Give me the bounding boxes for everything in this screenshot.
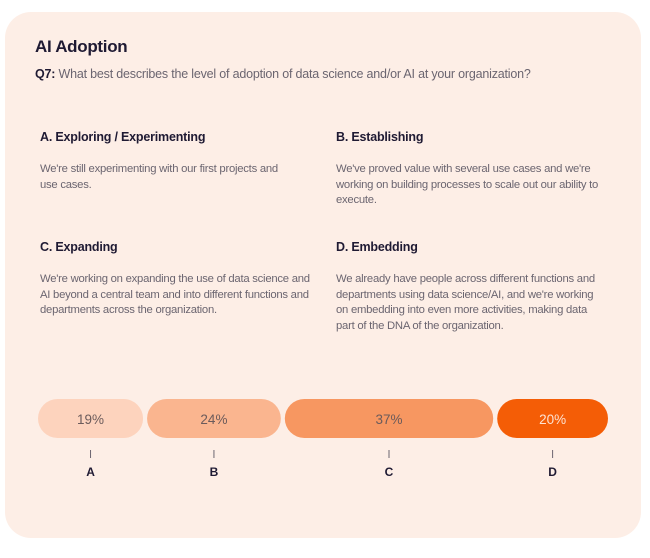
data-label: 19% [77, 412, 104, 427]
question-text: What best describes the level of adoptio… [55, 67, 531, 81]
option-description: We're working on expanding the use of da… [40, 273, 310, 316]
category-label: C [385, 465, 394, 479]
question-label: Q7: [35, 67, 56, 81]
option-c: C. Expanding We're working on expanding … [40, 240, 312, 319]
page-title: AI Adoption [35, 37, 128, 56]
option-heading: B. Establishing [336, 130, 424, 144]
category-label: D [548, 465, 557, 479]
bar-A [38, 399, 144, 438]
bar-B [147, 399, 281, 438]
question: Q7: What best describes the level of ado… [35, 67, 531, 81]
option-description: We're still experimenting with our first… [40, 163, 278, 191]
option-description: We already have people across different … [336, 273, 595, 332]
option-heading: C. Expanding [40, 240, 118, 254]
option-description: We've proved value with several use case… [336, 163, 599, 206]
option-a: A. Exploring / Experimenting We're still… [40, 130, 290, 193]
option-heading: D. Embedding [336, 240, 418, 254]
data-label: 37% [375, 412, 402, 427]
bar-C [284, 399, 494, 438]
category-label: B [210, 465, 219, 479]
category-label: A [86, 465, 95, 479]
option-heading: A. Exploring / Experimenting [40, 130, 206, 144]
data-label: 20% [539, 412, 566, 427]
data-label: 24% [200, 412, 227, 427]
option-d: D. Embedding We already have people acro… [336, 240, 596, 334]
survey-card [5, 12, 641, 538]
option-b: B. Establishing We've proved value with … [336, 130, 606, 209]
bar-D [497, 399, 608, 438]
